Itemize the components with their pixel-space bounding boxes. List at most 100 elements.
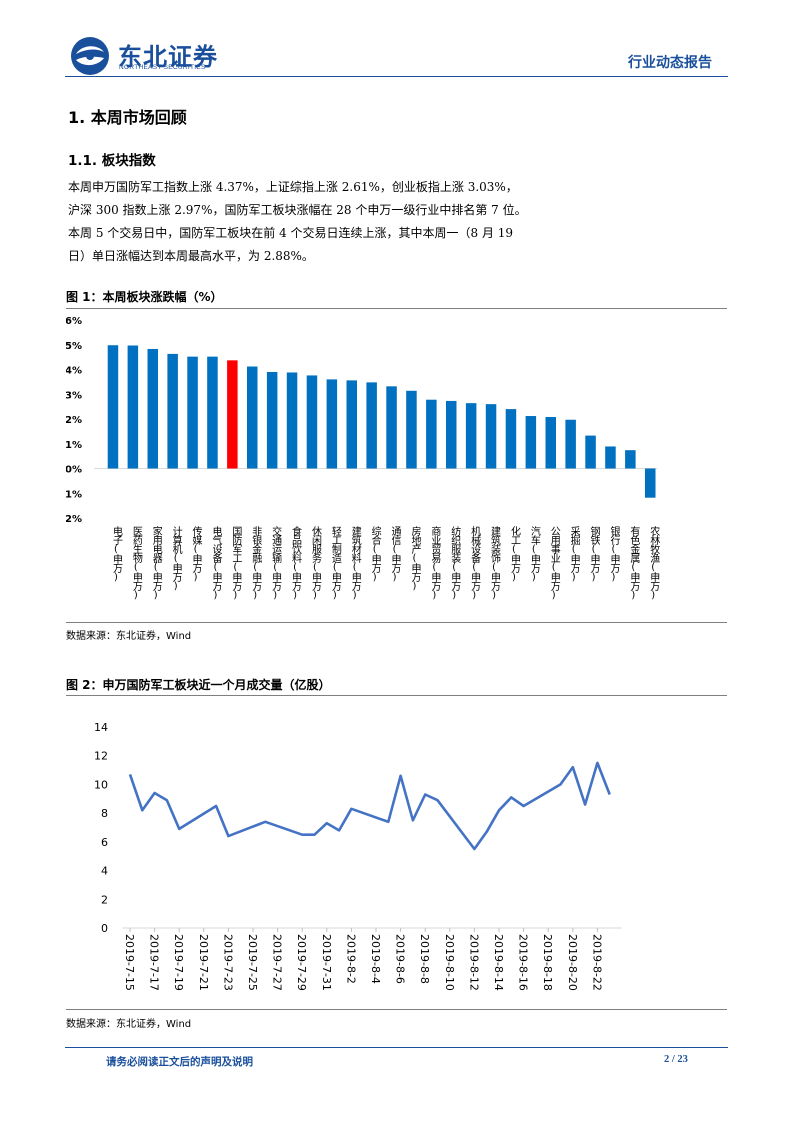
bar <box>346 380 357 469</box>
company-logo-icon <box>71 37 109 75</box>
bar <box>286 372 298 469</box>
y-tick-label: 3% <box>66 390 82 401</box>
x-tick-label: 2019-8-8 <box>418 934 431 984</box>
x-tick-label: 2019-8-18 <box>541 934 554 991</box>
x-category-label: 建筑装饰(申万) <box>489 525 501 600</box>
footer-divider <box>65 1047 728 1048</box>
x-category-label: 农林牧渔(申万) <box>648 525 660 600</box>
y-tick-label: 12 <box>94 750 108 763</box>
bar <box>386 386 397 469</box>
figure2-top-rule <box>66 695 727 696</box>
x-category-label: 银行(申万) <box>608 525 620 582</box>
figure1-bar-chart: 6% 5% 4% 3% 2% 1% 0% -1% -2% 电子(申万) 医药生物(申万) 家用电器(申… <box>66 316 660 600</box>
y-tick-label: 2% <box>66 415 82 426</box>
x-tick-label: 2019-7-21 <box>197 934 210 991</box>
figure1-title: 图 1：本周板块涨跌幅（%） <box>66 290 223 304</box>
x-category-label: 公用事业(申万) <box>548 526 560 600</box>
x-tick-label: 2019-7-19 <box>172 934 185 991</box>
x-tick-label: 2019-7-31 <box>320 934 333 991</box>
x-category-label: 有色金属(申万) <box>628 525 640 600</box>
x-tick-label: 2019-8-22 <box>590 934 603 991</box>
bar <box>306 375 318 469</box>
bar <box>625 450 636 469</box>
x-category-label: 医药生物(申万) <box>130 526 142 600</box>
y-tick-label: 14 <box>94 721 108 734</box>
x-tick-label: 2019-8-14 <box>492 934 505 991</box>
paragraph-line: 沪深 300 指数上涨 2.97%，国防军工板块涨幅在 28 个申万一级行业中排… <box>68 203 527 217</box>
paragraph-line: 日）单日涨幅达到本周最高水平，为 2.88%。 <box>68 249 314 263</box>
y-tick-label: 10 <box>94 778 108 791</box>
bar <box>266 371 278 469</box>
x-tick-label: 2019-7-27 <box>271 934 284 991</box>
bar <box>326 379 338 469</box>
bar <box>187 356 198 469</box>
x-category-label: 计算机(申万) <box>170 525 182 591</box>
figure2-bottom-rule <box>66 1009 727 1010</box>
logo-chinese-name: 东北证券 <box>118 43 218 71</box>
x-tick-label: 2019-8-16 <box>517 934 530 991</box>
bar <box>585 435 596 469</box>
y-tick-label: 6 <box>101 836 108 849</box>
x-tick-label: 2019-8-4 <box>369 934 382 984</box>
x-tick-label: 2019-8-20 <box>566 934 579 991</box>
x-category-label: 通信(申万) <box>389 526 401 582</box>
subsection-title: 1.1. 板块指数 <box>68 153 156 169</box>
y-tick-label: -1% <box>66 489 82 500</box>
x-category-label: 商业贸易(申万) <box>429 525 441 600</box>
y-tick-label: 2 <box>101 893 108 906</box>
bar <box>645 468 656 498</box>
bar <box>505 409 517 469</box>
x-tick-label: 2019-7-15 <box>123 934 136 991</box>
bar <box>446 400 457 469</box>
y-tick-label: 0 <box>101 922 108 935</box>
figure1-top-rule <box>66 308 727 309</box>
y-tick-label: 5% <box>66 341 82 352</box>
figure2-source: 数据来源：东北证券，Wind <box>66 1019 192 1030</box>
y-tick-label: 0% <box>66 465 82 476</box>
bar <box>366 382 377 469</box>
y-tick-label: 8 <box>101 807 108 820</box>
x-tick-label: 2019-8-6 <box>394 934 407 984</box>
bar <box>167 353 178 469</box>
x-category-label: 纺织服装(申万) <box>449 525 461 600</box>
y-tick-label: 6% <box>66 316 82 327</box>
bar <box>406 390 417 469</box>
x-category-label: 房地产(申万) <box>409 525 421 591</box>
x-tick-label: 2019-8-12 <box>467 934 480 991</box>
x-category-label: 综合(申万) <box>369 525 381 582</box>
volume-series-line <box>128 761 611 851</box>
x-category-label: 轻工制造(申万) <box>329 525 341 600</box>
x-category-label: 采掘(申万) <box>568 526 580 582</box>
x-category-label: 钢铁(申万) <box>588 525 600 582</box>
x-tick-label: 2019-8-2 <box>344 934 357 984</box>
x-category-label: 电子(申万) <box>110 525 122 582</box>
bar <box>545 417 556 469</box>
x-tick-label: 2019-7-25 <box>246 934 259 991</box>
footer-disclaimer: 请务必阅读正文后的声明及说明 <box>106 1056 253 1068</box>
x-category-label: 休闲服务(申万) <box>309 526 321 600</box>
figure1-source: 数据来源：东北证券，Wind <box>66 631 192 642</box>
bar <box>207 356 218 469</box>
y-tick-label: 4 <box>101 865 108 878</box>
x-category-label: 非银金融(申万) <box>250 526 262 600</box>
figure2-line-chart: 0 2 4 6 8 10 12 14 2019-7-15 2019-7-17 2019-7-19 20… <box>94 721 622 991</box>
bar <box>605 446 616 469</box>
x-category-label: 机械设备(申万) <box>469 525 481 600</box>
report-type-label: 行业动态报告 <box>628 55 712 71</box>
bar <box>465 403 477 469</box>
bar <box>227 360 238 469</box>
x-category-label: 电气设备(申万) <box>210 525 222 600</box>
x-category-label: 家用电器(申万) <box>150 525 162 600</box>
page-number: 2 / 23 <box>664 1054 688 1065</box>
header-divider <box>65 76 728 77</box>
section-title: 1. 本周市场回顾 <box>68 108 187 127</box>
x-category-label: 交通运输(申万) <box>270 525 282 600</box>
y-tick-label: 1% <box>66 440 82 451</box>
bar <box>565 419 576 469</box>
bar <box>107 345 119 469</box>
x-category-label: 汽车(申万) <box>528 525 540 582</box>
bar <box>525 416 537 469</box>
bar <box>485 404 497 469</box>
bar <box>426 399 437 469</box>
y-tick-label: -2% <box>66 514 82 525</box>
